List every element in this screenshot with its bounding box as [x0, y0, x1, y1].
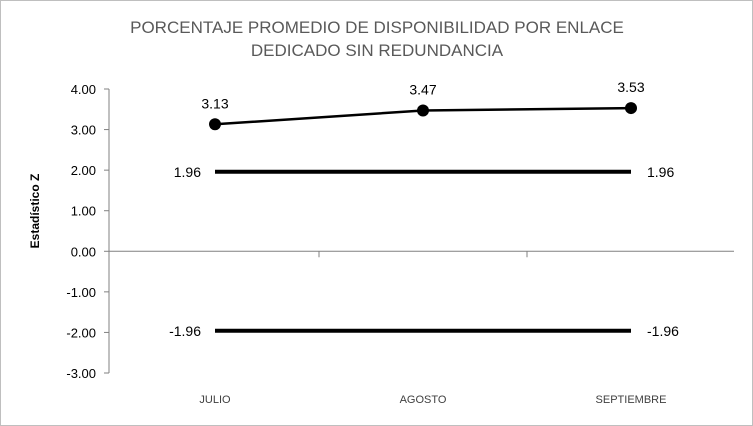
critical-value-label-right: 1.96	[647, 164, 674, 180]
chart-subtitle: DEDICADO SIN REDUNDANCIA	[251, 41, 504, 60]
data-label: 3.47	[409, 82, 436, 98]
data-point-marker	[417, 104, 429, 117]
y-tick-label: 3.00	[71, 123, 96, 138]
data-label: 3.13	[201, 95, 228, 111]
x-category-label: SEPTIEMBRE	[596, 394, 667, 406]
y-axis-label: Estadístico Z	[28, 174, 42, 249]
y-tick-label: 2.00	[71, 163, 96, 178]
plot-area: 4.00 3.00 2.00 1.00 0.00 -1.00 -2.00 -3.00 JULIO…	[66, 79, 734, 406]
data-point-marker	[209, 118, 221, 131]
y-tick-label: -1.00	[66, 285, 96, 300]
critical-value-label-left: 1.96	[174, 164, 201, 180]
data-label: 3.53	[617, 79, 644, 95]
critical-value-label-left: -1.96	[169, 323, 201, 339]
y-tick-label: 4.00	[71, 82, 96, 97]
y-tick-label: 1.00	[71, 204, 96, 219]
critical-value-label-right: -1.96	[647, 323, 679, 339]
x-category-label: AGOSTO	[400, 394, 447, 406]
y-tick-label: -2.00	[66, 325, 96, 340]
chart-title: PORCENTAJE PROMEDIO DE DISPONIBILIDAD PO…	[130, 18, 624, 37]
data-point-marker	[625, 102, 637, 115]
y-tick-label: 0.00	[71, 244, 96, 259]
y-tick-label: -3.00	[66, 366, 96, 381]
x-category-label: JULIO	[199, 394, 231, 406]
